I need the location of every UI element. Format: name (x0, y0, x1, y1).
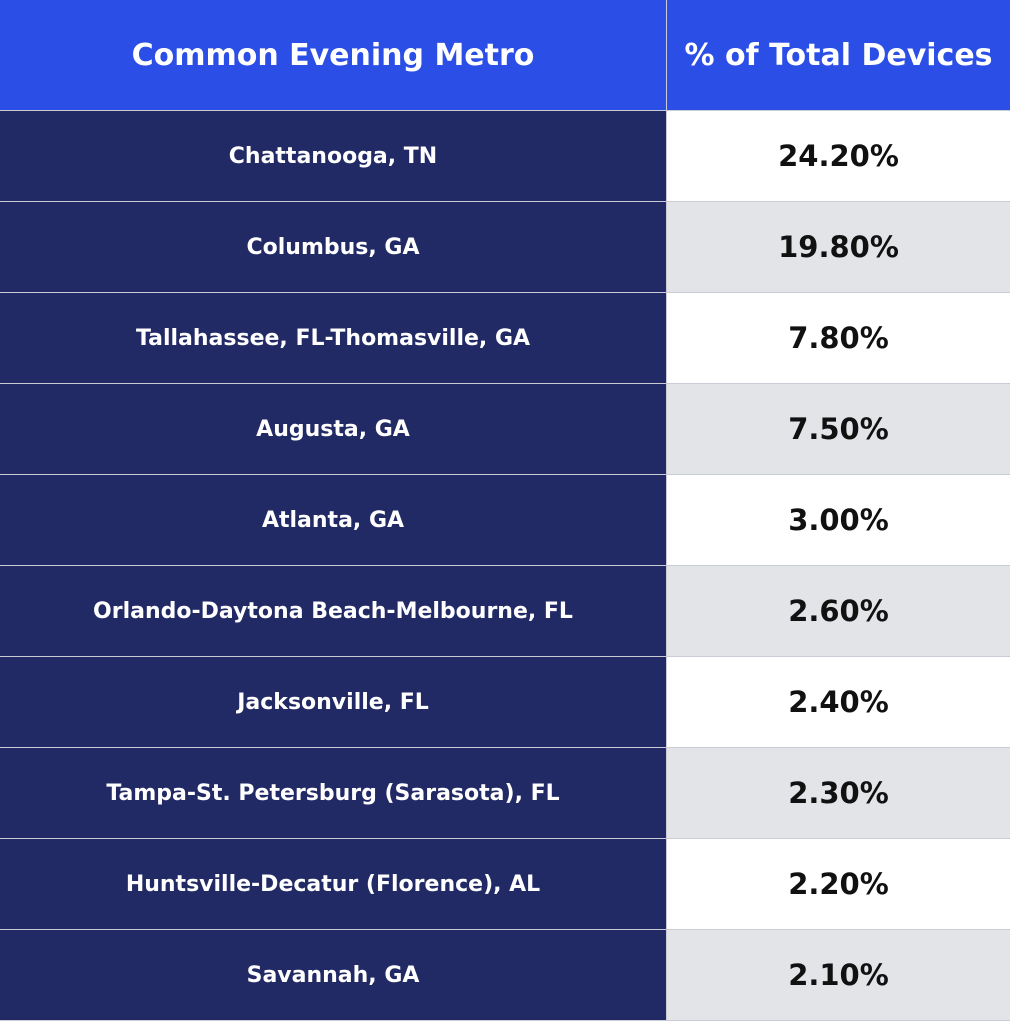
metro-cell: Tallahassee, FL-Thomasville, GA (0, 293, 667, 383)
percent-cell: 7.80% (667, 293, 1010, 383)
metro-cell: Jacksonville, FL (0, 657, 667, 747)
table-row: Orlando-Daytona Beach-Melbourne, FL 2.60% (0, 566, 1010, 657)
table-row: Jacksonville, FL 2.40% (0, 657, 1010, 748)
metro-cell: Tampa-St. Petersburg (Sarasota), FL (0, 748, 667, 838)
table-row: Tallahassee, FL-Thomasville, GA 7.80% (0, 293, 1010, 384)
table-row: Columbus, GA 19.80% (0, 202, 1010, 293)
metro-cell: Atlanta, GA (0, 475, 667, 565)
percent-cell: 2.10% (667, 930, 1010, 1020)
metro-cell: Augusta, GA (0, 384, 667, 474)
table-row: Atlanta, GA 3.00% (0, 475, 1010, 566)
metro-cell: Savannah, GA (0, 930, 667, 1020)
percent-cell: 3.00% (667, 475, 1010, 565)
percent-cell: 24.20% (667, 111, 1010, 201)
metro-cell: Orlando-Daytona Beach-Melbourne, FL (0, 566, 667, 656)
table-row: Tampa-St. Petersburg (Sarasota), FL 2.30% (0, 748, 1010, 839)
percent-cell: 7.50% (667, 384, 1010, 474)
column-header-percent: % of Total Devices (667, 0, 1010, 110)
table-row: Savannah, GA 2.10% (0, 930, 1010, 1021)
metro-cell: Columbus, GA (0, 202, 667, 292)
table-row: Augusta, GA 7.50% (0, 384, 1010, 475)
column-header-metro: Common Evening Metro (0, 0, 667, 110)
percent-cell: 2.60% (667, 566, 1010, 656)
table-row: Huntsville-Decatur (Florence), AL 2.20% (0, 839, 1010, 930)
percent-cell: 2.40% (667, 657, 1010, 747)
table-header-row: Common Evening Metro % of Total Devices (0, 0, 1010, 111)
metro-cell: Huntsville-Decatur (Florence), AL (0, 839, 667, 929)
percent-cell: 2.30% (667, 748, 1010, 838)
percent-cell: 2.20% (667, 839, 1010, 929)
percent-cell: 19.80% (667, 202, 1010, 292)
metro-cell: Chattanooga, TN (0, 111, 667, 201)
table-body: Chattanooga, TN 24.20% Columbus, GA 19.80% T… (0, 111, 1010, 1021)
table-row: Chattanooga, TN 24.20% (0, 111, 1010, 202)
